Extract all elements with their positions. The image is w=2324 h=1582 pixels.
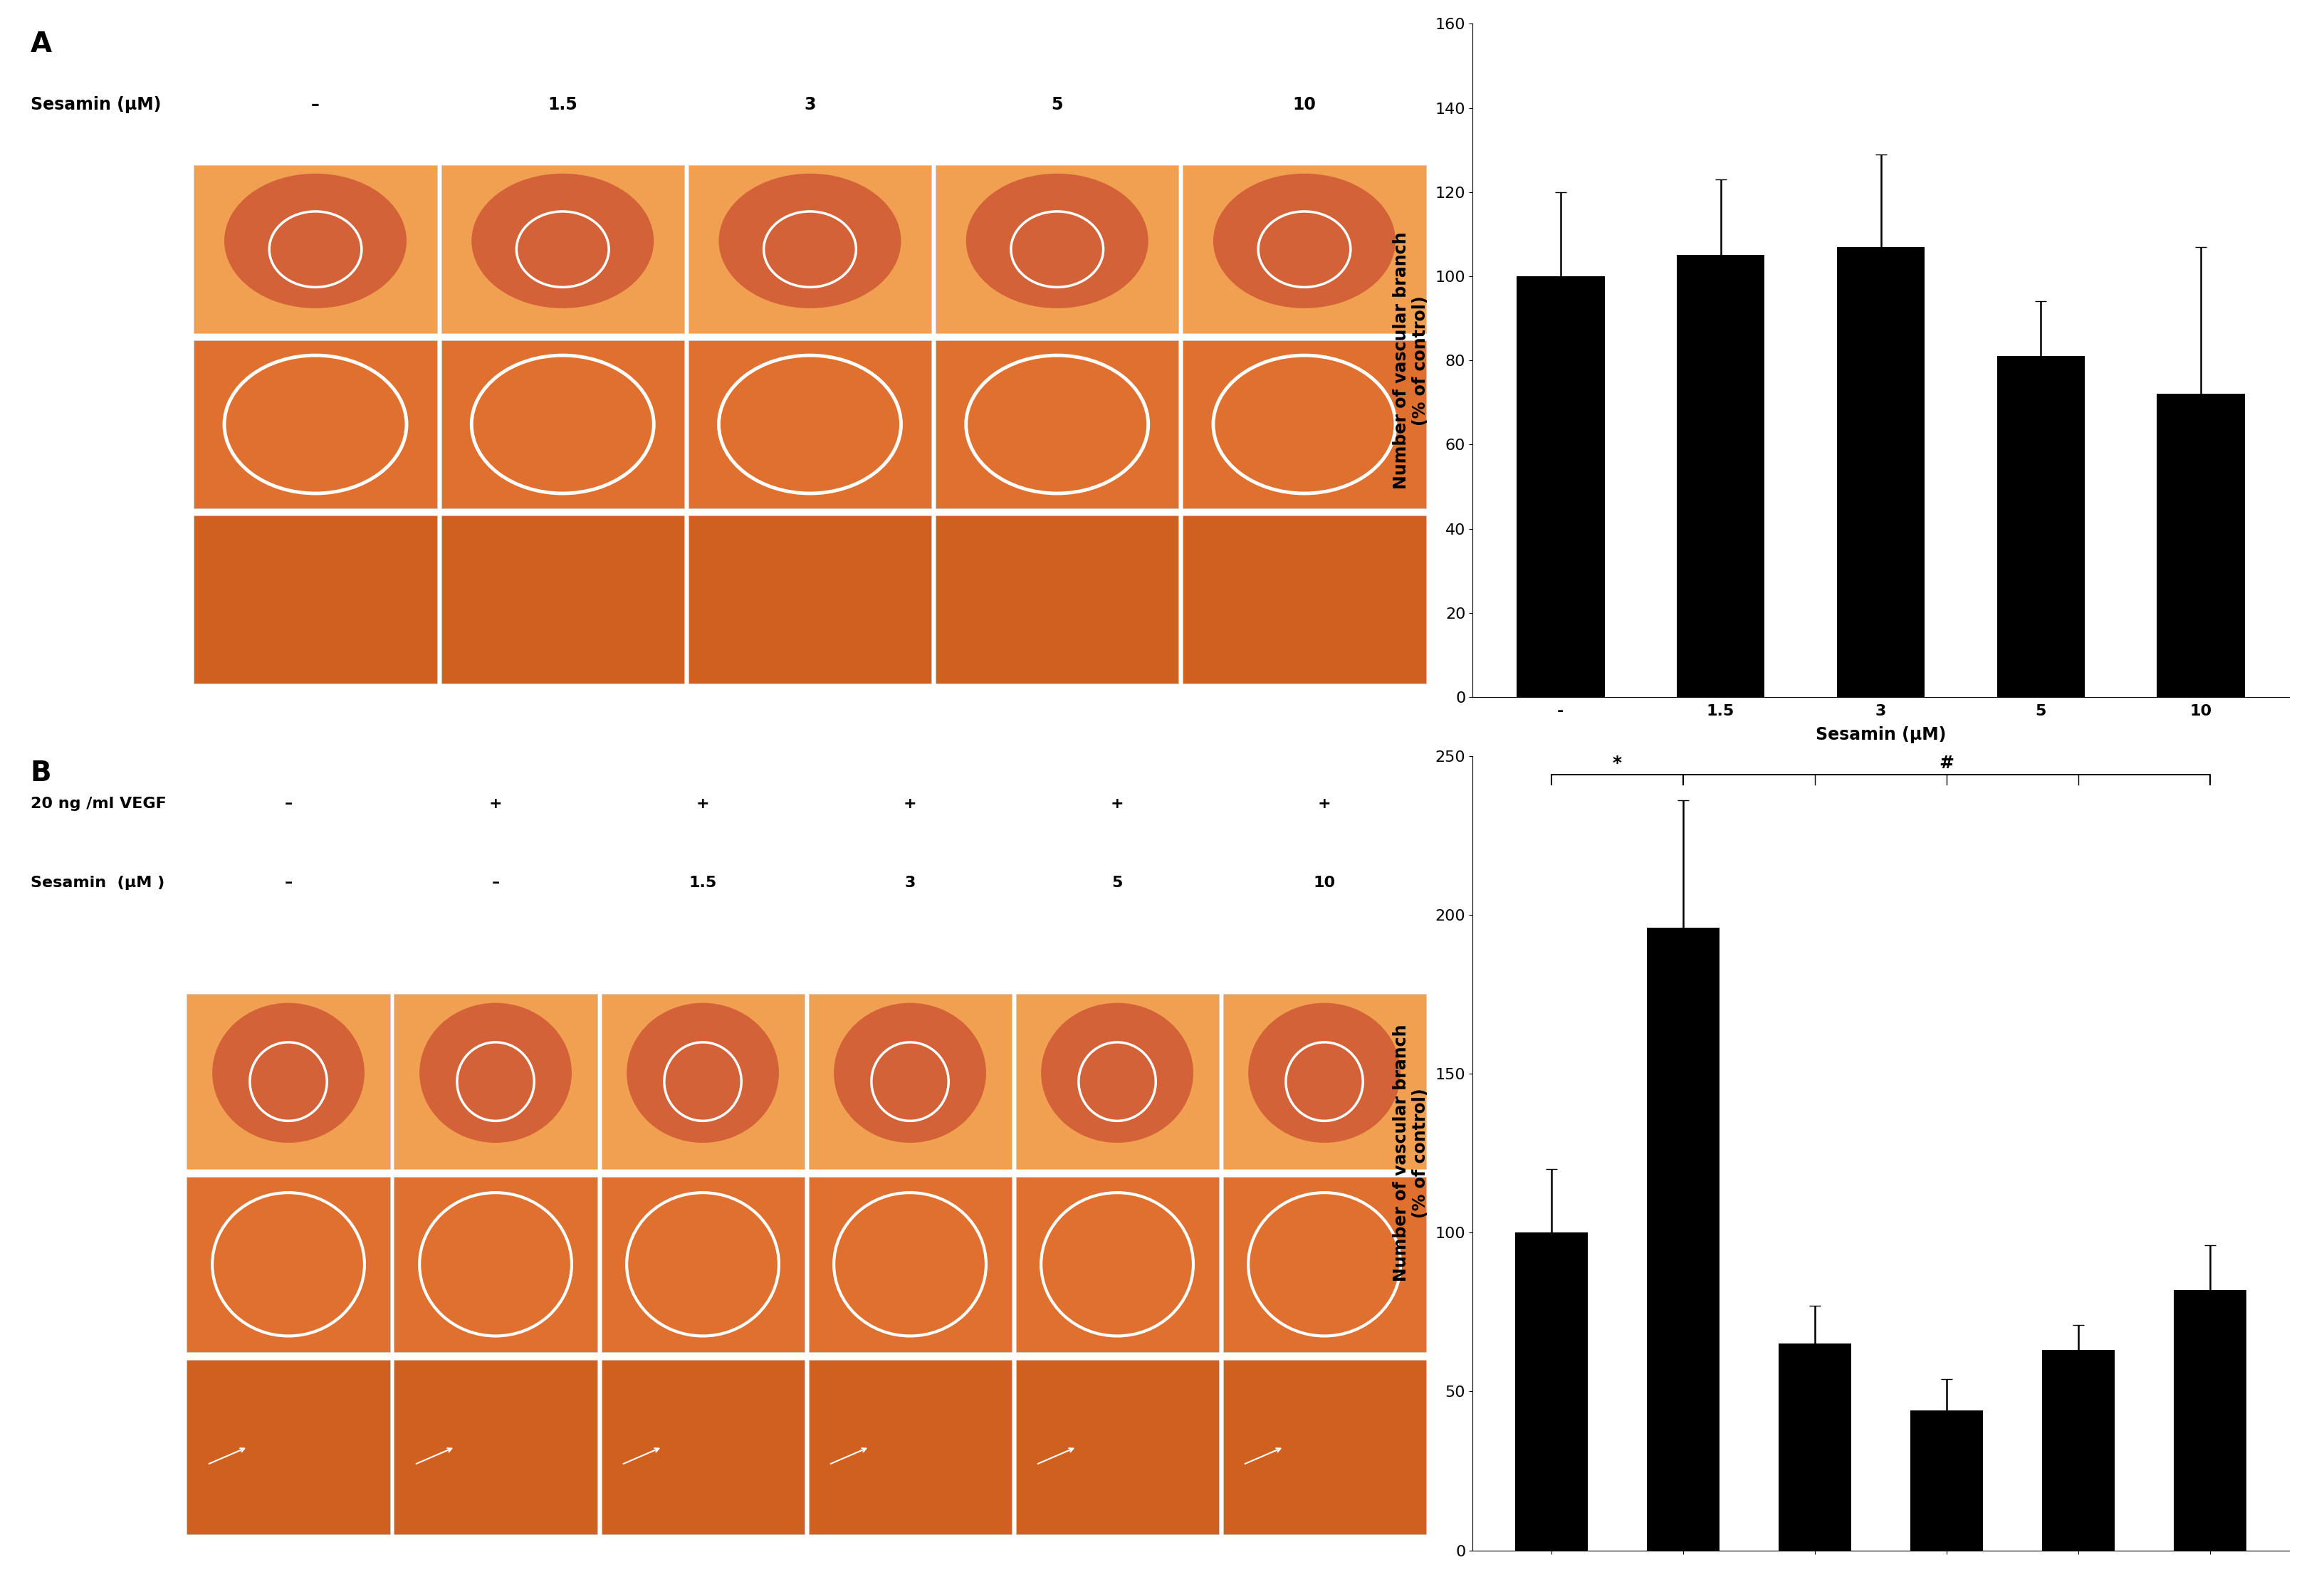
Bar — [186, 993, 390, 1169]
Bar — [1222, 1359, 1427, 1535]
Bar — [688, 516, 932, 683]
Bar — [1016, 1177, 1218, 1351]
Text: Sesamin  (μM ): Sesamin (μM ) — [30, 876, 165, 891]
Ellipse shape — [967, 174, 1148, 308]
Y-axis label: Number of vascular branch
(% of control): Number of vascular branch (% of control) — [1392, 231, 1429, 489]
Bar — [809, 1177, 1011, 1351]
Text: 10: 10 — [1292, 97, 1315, 112]
Text: 5: 5 — [1050, 97, 1062, 112]
Bar — [2157, 394, 2245, 698]
Bar — [602, 1177, 804, 1351]
Bar — [442, 340, 683, 508]
Bar — [193, 516, 437, 683]
Bar — [1016, 1359, 1218, 1535]
Ellipse shape — [1248, 1003, 1401, 1142]
Text: +: + — [488, 796, 502, 810]
Bar — [186, 1177, 390, 1351]
Bar — [2173, 1289, 2247, 1550]
Bar — [395, 993, 597, 1169]
Bar — [1910, 1411, 1982, 1550]
Bar — [602, 993, 804, 1169]
Text: B: B — [30, 759, 51, 786]
Bar — [688, 165, 932, 334]
Ellipse shape — [718, 174, 902, 308]
Bar — [442, 165, 683, 334]
Bar — [1778, 1343, 1852, 1550]
Bar — [1183, 340, 1427, 508]
Ellipse shape — [211, 1003, 365, 1142]
Bar — [937, 516, 1178, 683]
Bar — [1836, 247, 1924, 698]
Ellipse shape — [834, 1003, 985, 1142]
Bar — [1183, 165, 1427, 334]
Ellipse shape — [627, 1003, 779, 1142]
Bar — [1515, 1232, 1587, 1550]
Bar — [1648, 927, 1720, 1550]
Bar — [1183, 516, 1427, 683]
Text: +: + — [904, 796, 916, 810]
Text: +: + — [1318, 796, 1332, 810]
Ellipse shape — [225, 174, 407, 308]
Bar — [602, 1359, 804, 1535]
Bar — [193, 165, 437, 334]
Text: #: # — [1938, 755, 1954, 772]
Bar — [1016, 993, 1218, 1169]
Bar — [395, 1359, 597, 1535]
Text: 3: 3 — [804, 97, 816, 112]
Bar — [395, 1177, 597, 1351]
Ellipse shape — [1213, 174, 1394, 308]
Bar — [809, 993, 1011, 1169]
Text: 5: 5 — [1111, 876, 1122, 891]
Text: –: – — [311, 97, 321, 112]
Ellipse shape — [1041, 1003, 1192, 1142]
Bar — [688, 340, 932, 508]
X-axis label: Sesamin (μM): Sesamin (μM) — [1815, 726, 1945, 744]
Text: 20 ng /ml VEGF: 20 ng /ml VEGF — [30, 796, 165, 810]
Text: –: – — [284, 876, 293, 891]
Bar — [809, 1359, 1011, 1535]
Bar — [1996, 356, 2085, 698]
Bar — [1222, 993, 1427, 1169]
Y-axis label: Number of vascular branch
(% of control): Number of vascular branch (% of control) — [1392, 1025, 1429, 1281]
Bar — [937, 340, 1178, 508]
Bar — [1518, 277, 1604, 698]
Text: +: + — [1111, 796, 1125, 810]
Bar — [186, 1359, 390, 1535]
Text: Sesamin (μM): Sesamin (μM) — [30, 97, 160, 112]
Ellipse shape — [472, 174, 653, 308]
Bar — [193, 340, 437, 508]
Text: –: – — [284, 796, 293, 810]
Text: 3: 3 — [904, 876, 916, 891]
Bar — [1222, 1177, 1427, 1351]
Text: +: + — [697, 796, 709, 810]
Bar — [2043, 1349, 2115, 1550]
Text: 1.5: 1.5 — [548, 97, 579, 112]
Text: –: – — [493, 876, 500, 891]
Bar — [1676, 255, 1764, 698]
Text: 10: 10 — [1313, 876, 1336, 891]
Ellipse shape — [418, 1003, 572, 1142]
Text: A: A — [30, 30, 51, 57]
Text: 1.5: 1.5 — [688, 876, 716, 891]
Bar — [937, 165, 1178, 334]
Bar — [442, 516, 683, 683]
Text: *: * — [1613, 755, 1622, 772]
